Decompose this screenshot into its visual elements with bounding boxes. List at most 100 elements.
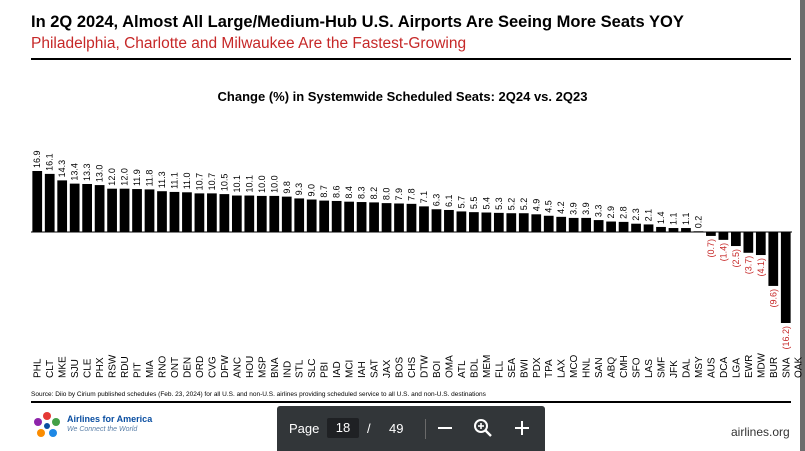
category-label-LAX: LAX bbox=[557, 359, 568, 378]
bar-DAL bbox=[681, 228, 691, 232]
bar-HOU bbox=[244, 195, 255, 232]
data-label-SAN: 3.3 bbox=[594, 205, 604, 218]
category-label-OAK: OAK bbox=[794, 357, 805, 378]
data-label-IAH: 8.3 bbox=[357, 187, 367, 200]
category-label-STL: STL bbox=[295, 359, 306, 378]
category-label-ORD: ORD bbox=[195, 356, 206, 378]
data-label-SEA: 5.2 bbox=[506, 198, 516, 211]
category-label-TPA: TPA bbox=[544, 359, 555, 378]
data-label-CLT: 16.1 bbox=[45, 153, 55, 171]
zoom-in-button[interactable] bbox=[509, 415, 535, 441]
data-label-SAT: 8.2 bbox=[369, 187, 379, 200]
bar-chart: 16.9 PHL 16.1 CLT 14.3 MKE 13.4 SJU 13.3 CLE 13.0 P… bbox=[31, 150, 805, 378]
category-label-HOU: HOU bbox=[245, 356, 256, 378]
data-label-DAL: 1.1 bbox=[681, 213, 691, 226]
bar-DTW bbox=[419, 206, 429, 232]
category-label-IND: IND bbox=[282, 361, 293, 378]
bar-MDW bbox=[755, 232, 766, 256]
bar-SAT bbox=[369, 202, 379, 232]
bar-LAS bbox=[643, 224, 654, 232]
chart-title: Change (%) in Systemwide Scheduled Seats… bbox=[217, 89, 588, 104]
bar-BDL bbox=[469, 212, 479, 232]
bar-IAD bbox=[331, 200, 342, 232]
data-label-BUR: (9.6) bbox=[768, 289, 778, 308]
data-label-PHX: 13.0 bbox=[95, 165, 105, 183]
bar-SJU bbox=[69, 183, 80, 232]
bar-EWR bbox=[743, 232, 754, 253]
bar-FLL bbox=[493, 212, 504, 232]
data-label-IND: 9.8 bbox=[282, 181, 292, 194]
bar-MKE bbox=[57, 180, 68, 232]
category-label-JAX: JAX bbox=[382, 359, 393, 378]
data-label-JFK: 1.1 bbox=[668, 213, 678, 226]
category-label-PHL: PHL bbox=[33, 358, 44, 378]
zoom-fit-button[interactable] bbox=[470, 415, 496, 441]
bar-SMF bbox=[656, 226, 666, 232]
current-page-input[interactable]: 18 bbox=[327, 418, 359, 438]
data-label-LGA: (2.5) bbox=[731, 249, 741, 268]
bar-ORD bbox=[194, 193, 205, 232]
bar-BNA bbox=[269, 195, 280, 232]
category-label-ANC: ANC bbox=[232, 357, 243, 378]
total-pages: 49 bbox=[389, 421, 404, 436]
airlines-for-america-logo: Airlines for America We Connect the Worl… bbox=[31, 409, 191, 441]
data-label-CMH: 2.8 bbox=[619, 206, 629, 219]
category-label-MCI: MCI bbox=[345, 360, 356, 378]
category-label-RDU: RDU bbox=[120, 356, 131, 378]
bar-MIA bbox=[144, 189, 155, 232]
data-label-BOI: 6.3 bbox=[431, 194, 441, 207]
data-label-BOS: 7.9 bbox=[394, 188, 404, 201]
category-label-IAD: IAD bbox=[332, 361, 343, 378]
category-label-PDX: PDX bbox=[532, 357, 543, 378]
category-label-PHX: PHX bbox=[95, 357, 106, 378]
page-title: In 2Q 2024, Almost All Large/Medium-Hub … bbox=[31, 13, 684, 31]
data-label-PDX: 4.9 bbox=[531, 199, 541, 212]
category-label-CVG: CVG bbox=[207, 356, 218, 378]
bar-IAH bbox=[356, 202, 367, 232]
toolbar-divider bbox=[425, 419, 426, 439]
data-label-SNA: (16.2) bbox=[781, 326, 791, 350]
data-label-JAX: 8.0 bbox=[382, 188, 392, 201]
bar-ATL bbox=[456, 211, 467, 232]
category-label-LAS: LAS bbox=[644, 359, 655, 378]
category-label-ONT: ONT bbox=[170, 357, 181, 378]
bar-LGA bbox=[731, 232, 741, 247]
data-label-LAS: 2.1 bbox=[644, 209, 654, 222]
category-label-BNA: BNA bbox=[270, 357, 281, 378]
data-label-SLC: 9.0 bbox=[307, 184, 317, 197]
bar-MSP bbox=[256, 195, 267, 232]
zoom-out-button[interactable] bbox=[432, 415, 458, 441]
data-label-PHL: 16.9 bbox=[32, 150, 42, 168]
bar-CLT bbox=[44, 173, 55, 232]
bar-MCI bbox=[344, 201, 354, 232]
bar-SAN bbox=[593, 220, 604, 232]
category-label-AUS: AUS bbox=[706, 357, 717, 378]
data-label-RNO: 11.3 bbox=[157, 171, 167, 188]
data-label-MCI: 8.4 bbox=[344, 186, 354, 199]
category-label-EWR: EWR bbox=[744, 355, 755, 378]
category-label-MDW: MDW bbox=[756, 352, 767, 378]
bar-MSY bbox=[693, 231, 704, 232]
bar-ONT bbox=[169, 191, 180, 232]
data-label-STL: 9.3 bbox=[294, 183, 304, 196]
pdf-page-toolbar: Page 18 / 49 bbox=[277, 406, 545, 451]
data-label-DEN: 11.0 bbox=[182, 172, 192, 189]
data-label-PBI: 8.7 bbox=[319, 185, 329, 198]
category-label-DEN: DEN bbox=[182, 357, 193, 378]
footer-url[interactable]: airlines.org bbox=[731, 425, 790, 439]
category-label-RSW: RSW bbox=[108, 354, 119, 378]
bar-SNA bbox=[780, 232, 791, 323]
bar-MEM bbox=[481, 212, 492, 232]
data-label-ONT: 11.1 bbox=[169, 172, 179, 189]
data-label-DCA: (1.4) bbox=[718, 243, 728, 262]
bar-SFO bbox=[631, 223, 641, 232]
category-label-CLT: CLT bbox=[45, 360, 56, 378]
bar-RSW bbox=[107, 188, 117, 232]
data-label-SFO: 2.3 bbox=[631, 208, 641, 221]
bar-HNL bbox=[581, 217, 592, 232]
bar-CMH bbox=[618, 221, 629, 232]
category-label-SJU: SJU bbox=[70, 359, 81, 378]
data-label-RDU: 12.0 bbox=[120, 168, 130, 186]
data-label-OMA: 6.1 bbox=[444, 194, 454, 207]
bar-OMA bbox=[444, 209, 454, 232]
